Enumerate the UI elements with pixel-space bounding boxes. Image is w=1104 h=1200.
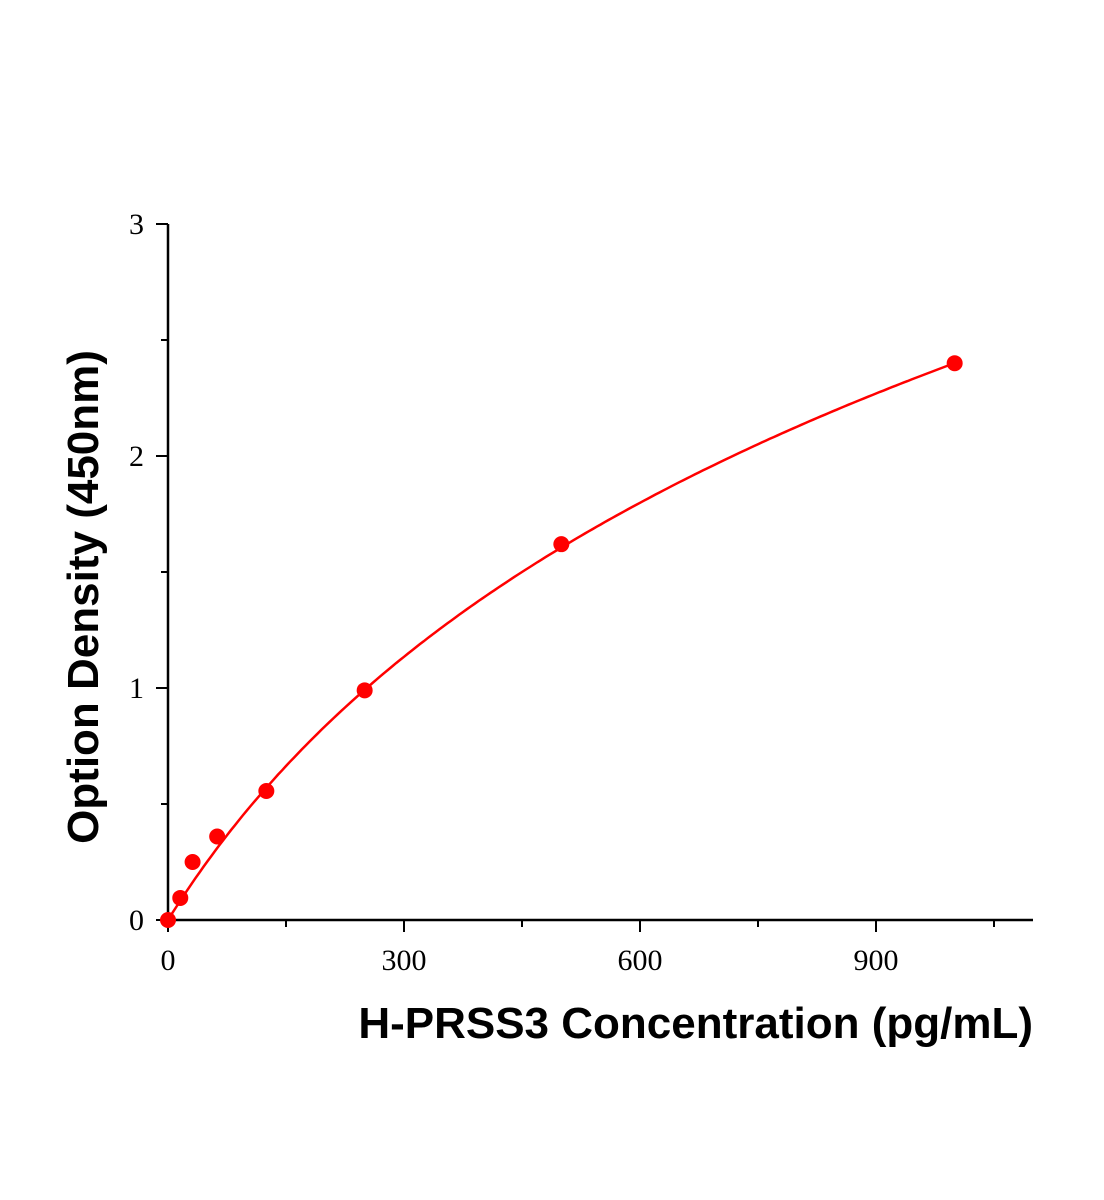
fit-curve-line (166, 361, 956, 921)
data-point (946, 355, 963, 372)
axes: 0 300 600 900 0 1 2 3 (129, 208, 1033, 977)
fit-curve-layer (166, 361, 956, 921)
data-point (553, 536, 570, 553)
data-point (356, 682, 373, 699)
x-axis-title: H-PRSS3 Concentration (pg/mL) (358, 999, 1033, 1048)
data-point (160, 912, 176, 928)
data-point (209, 828, 226, 845)
x-tick-label: 0 (161, 944, 176, 977)
x-tick-label: 600 (618, 944, 663, 977)
x-tick-label: 300 (382, 944, 427, 977)
data-point (172, 889, 189, 906)
y-tick-label: 1 (129, 672, 144, 705)
y-axis-title: Option Density (450nm) (59, 350, 108, 844)
y-tick-label: 2 (129, 440, 144, 473)
data-point (258, 783, 275, 800)
x-tick-label: 900 (854, 944, 899, 977)
data-point (184, 854, 201, 870)
y-tick-label: 0 (129, 904, 144, 937)
data-points (160, 355, 963, 928)
y-tick-label: 3 (129, 208, 144, 241)
